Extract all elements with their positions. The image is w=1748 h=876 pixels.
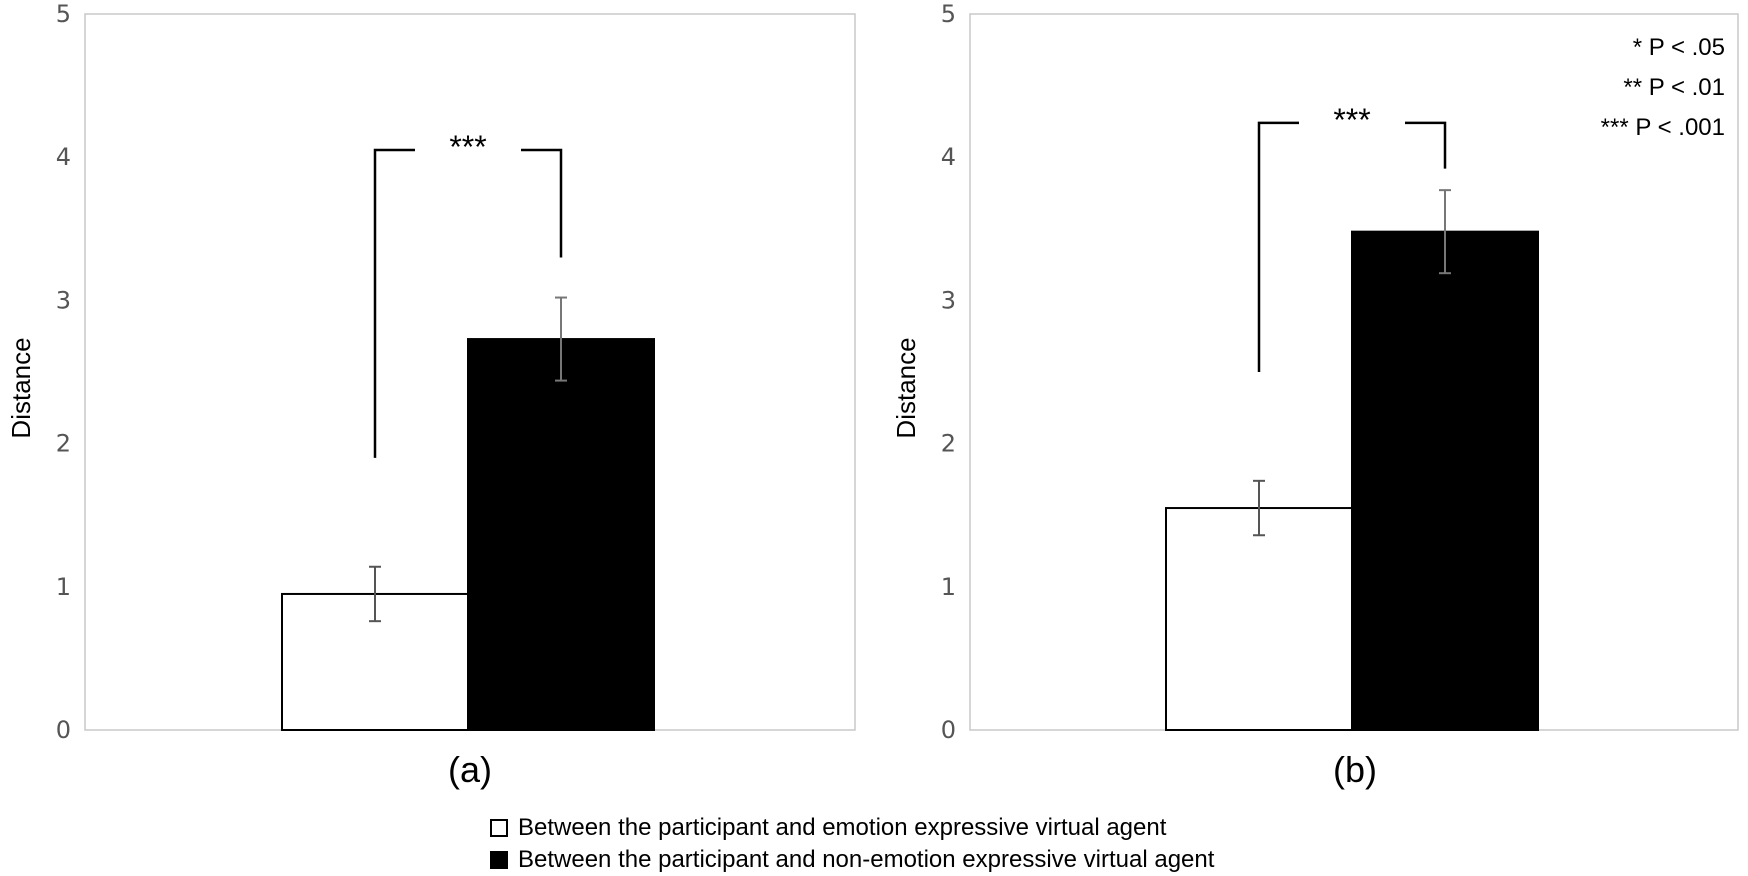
legend-swatch-white	[490, 819, 508, 837]
p-value-note: * P < .05	[1633, 34, 1725, 61]
bar-non-emotion-expressive	[1351, 230, 1539, 731]
significance-bracket-left	[373, 148, 415, 458]
chart-panel-a: 0 1 2 3 4 5 Distance *** (a)	[6, 0, 856, 790]
y-tick-label: 3	[941, 286, 956, 314]
y-tick-label: 4	[941, 143, 956, 171]
significance-bracket-right	[1405, 121, 1447, 169]
significance-bracket-right	[521, 148, 563, 258]
y-tick-label: 2	[941, 430, 956, 458]
figure-canvas: 0 1 2 3 4 5 Distance *** (a) 0 1 2 3 4 5 Distance *** (b)…	[6, 0, 1739, 790]
p-value-note: *** P < .001	[1601, 114, 1725, 141]
y-tick-label: 5	[941, 0, 956, 28]
y-tick-label: 1	[941, 573, 956, 601]
y-tick-label: 5	[56, 0, 71, 28]
y-tick-label: 0	[941, 716, 956, 744]
legend-swatch-black	[490, 851, 508, 869]
y-tick-label: 3	[56, 286, 71, 314]
significance-stars: ***	[1333, 102, 1370, 138]
y-tick-label: 1	[56, 573, 71, 601]
y-tick-label: 0	[56, 716, 71, 744]
legend-label: Between the participant and non-emotion …	[518, 846, 1215, 873]
bar-emotion-expressive	[1165, 507, 1353, 732]
y-axis-label: Distance	[6, 337, 36, 438]
p-value-note: ** P < .01	[1623, 74, 1725, 101]
significance-bracket-left	[1257, 121, 1299, 372]
panel-label: (a)	[448, 749, 492, 790]
bar-non-emotion-expressive	[467, 338, 655, 731]
panel-label: (b)	[1333, 749, 1377, 790]
chart-panel-b: 0 1 2 3 4 5 Distance *** (b) * P < .05 ** P < .01 *…	[891, 0, 1739, 790]
y-tick-label: 2	[56, 430, 71, 458]
significance-stars: ***	[449, 129, 486, 165]
y-axis-label: Distance	[891, 337, 921, 438]
legend-label: Between the participant and emotion expr…	[518, 814, 1167, 841]
legend: Between the participant and emotion expr…	[490, 812, 1390, 876]
legend-item-non-emotion: Between the participant and non-emotion …	[490, 844, 1390, 876]
legend-item-emotion: Between the participant and emotion expr…	[490, 812, 1390, 844]
y-tick-label: 4	[56, 143, 71, 171]
